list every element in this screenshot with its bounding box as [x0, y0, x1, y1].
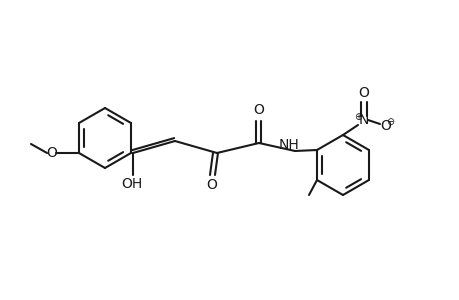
Text: ⊖: ⊖: [385, 117, 393, 127]
Text: O: O: [253, 103, 264, 117]
Text: NH: NH: [278, 138, 299, 152]
Text: O: O: [358, 86, 369, 100]
Text: O: O: [206, 178, 217, 192]
Text: O: O: [46, 146, 57, 160]
Text: ⊕: ⊕: [353, 112, 361, 122]
Text: O: O: [380, 119, 391, 133]
Text: OH: OH: [121, 177, 142, 191]
Text: N: N: [358, 113, 369, 127]
